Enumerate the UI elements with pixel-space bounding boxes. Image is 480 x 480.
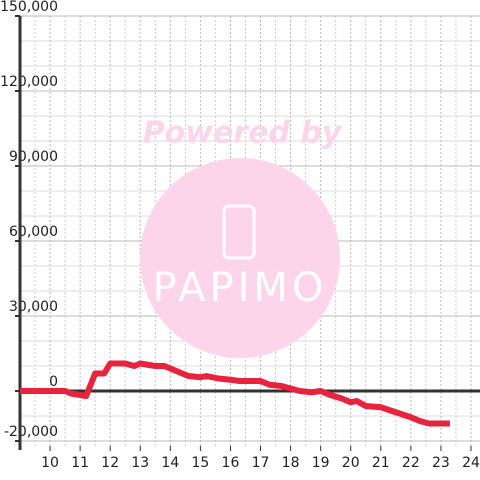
y-tick-label: 0 — [49, 374, 58, 390]
data-line — [20, 360, 450, 427]
x-tick-label: 15 — [191, 455, 209, 471]
y-tick-label: 60,000 — [9, 224, 58, 240]
x-tick-label: 16 — [222, 455, 240, 471]
x-tick-label: 12 — [101, 455, 119, 471]
x-tick-label: 20 — [342, 455, 360, 471]
x-tick-label: 14 — [161, 455, 179, 471]
x-tick-label: 24 — [462, 455, 480, 471]
x-tick-label: 13 — [131, 455, 149, 471]
watermark: Powered by PAPIMO — [140, 116, 343, 358]
y-tick-label: -20,000 — [4, 424, 58, 440]
watermark-logo: PAPIMO — [153, 265, 328, 311]
x-tick-label: 18 — [282, 455, 300, 471]
x-tick-label: 23 — [432, 455, 450, 471]
y-tick-label: 120,000 — [0, 74, 58, 90]
watermark-title: Powered by — [143, 116, 343, 151]
x-tick-label: 21 — [372, 455, 390, 471]
x-tick-label: 22 — [402, 455, 420, 471]
x-tick-label: 11 — [71, 455, 89, 471]
phone-icon — [222, 204, 256, 260]
x-tick-label: 10 — [41, 455, 59, 471]
y-tick-label: 150,000 — [0, 0, 58, 15]
y-tick-label: 90,000 — [9, 149, 58, 165]
y-tick-label: 30,000 — [9, 299, 58, 315]
x-tick-label: 19 — [312, 455, 330, 471]
x-tick-label: 17 — [252, 455, 270, 471]
